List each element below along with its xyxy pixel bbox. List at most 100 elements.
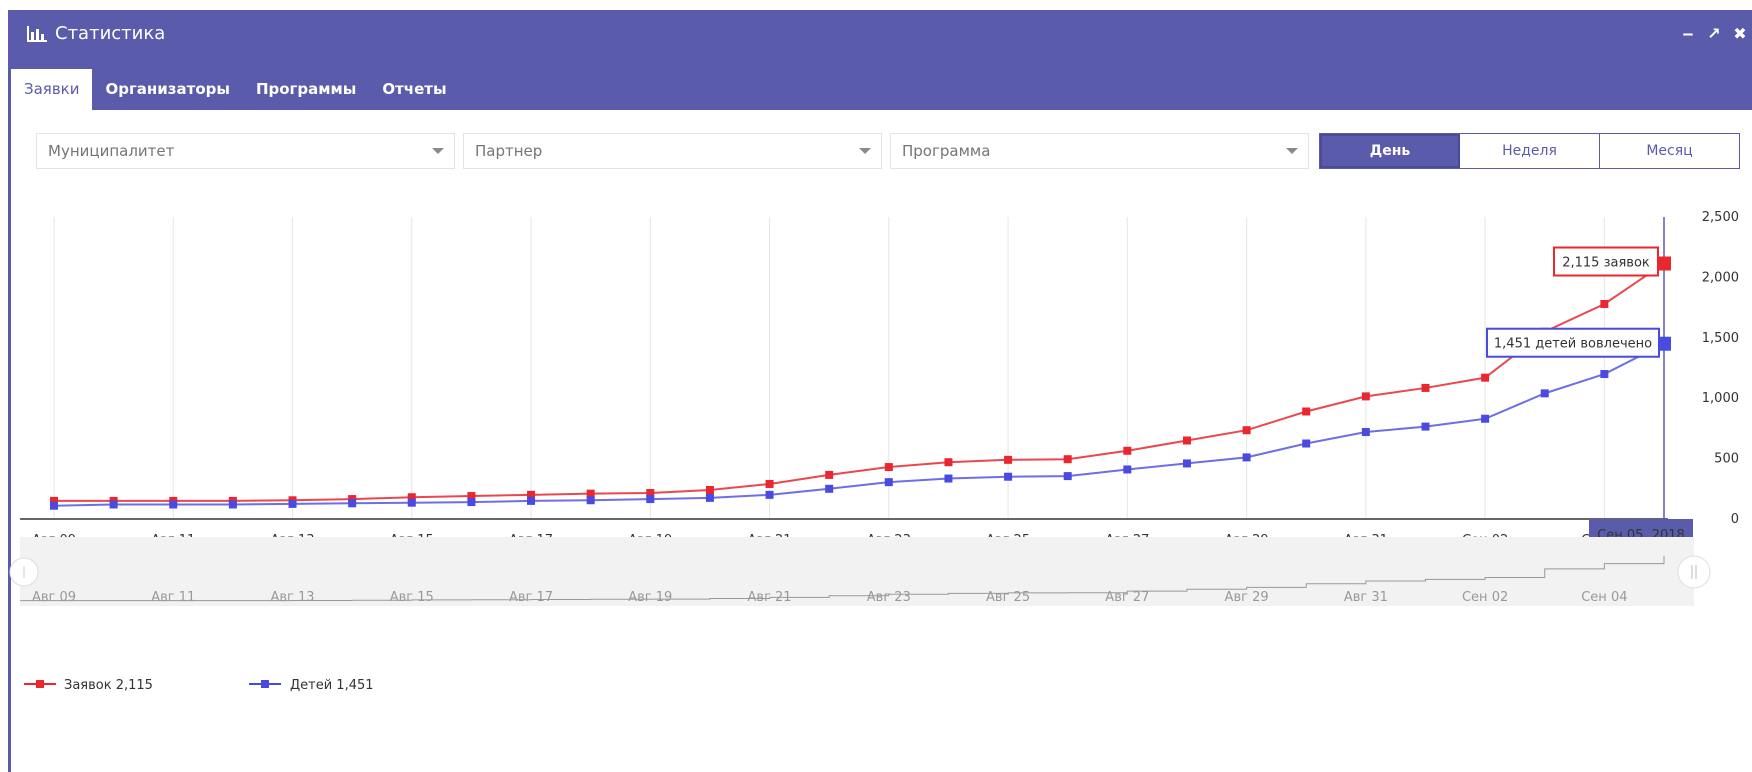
partner-placeholder: Партнер — [475, 142, 543, 160]
period-week-button[interactable]: Неделя — [1460, 134, 1600, 168]
series-point — [288, 499, 297, 508]
series-point — [705, 486, 714, 495]
tab-organizers[interactable]: Организаторы — [105, 80, 230, 98]
series-point — [1123, 465, 1132, 474]
window-controls: ‒ ↗ ✖ — [1680, 24, 1748, 43]
y-tick-label: 2,500 — [1702, 210, 1739, 225]
tab-bar: Заявки Организаторы Программы Отчеты — [11, 59, 460, 110]
y-tick-label: 2,000 — [1702, 270, 1739, 285]
series-point — [884, 463, 893, 472]
close-icon[interactable]: ✖ — [1733, 24, 1747, 43]
series-point — [527, 496, 536, 505]
tab-reports[interactable]: Отчеты — [382, 80, 447, 98]
navigator-tick-label: Авг 13 — [270, 590, 314, 605]
tab-requests[interactable]: Заявки — [11, 69, 93, 110]
series-point — [1481, 414, 1490, 423]
minimize-icon[interactable]: ‒ — [1682, 24, 1694, 43]
bar-chart-icon — [27, 25, 47, 42]
series-point — [109, 500, 118, 509]
y-tick-label: 500 — [1714, 452, 1739, 467]
series-point — [1004, 455, 1013, 464]
series-point — [1063, 455, 1072, 464]
series-point — [765, 479, 774, 488]
period-day-button[interactable]: День — [1320, 134, 1460, 168]
legend-requests-label: Заявок 2,115 — [64, 678, 153, 693]
series-point — [1182, 459, 1191, 468]
tooltip-children-box — [1486, 327, 1660, 358]
series-point — [467, 498, 476, 507]
period-switch: День Неделя Месяц — [1319, 133, 1740, 169]
municipality-placeholder: Муниципалитет — [48, 142, 175, 160]
highlight-point-children — [1657, 336, 1671, 351]
series-point — [1481, 373, 1490, 382]
navigator-tick-label: Авг 21 — [748, 590, 792, 605]
statistics-chart: 2,500 2,000 1,500 1,000 500 0 Авг 09 Авг 11 Авг … — [9, 210, 1739, 693]
navigator-tick-label: Авг 19 — [628, 590, 672, 605]
series-point — [50, 501, 58, 510]
series-point — [1123, 446, 1132, 455]
filter-bar: Муниципалитет Партнер Программа — [36, 133, 1309, 169]
legend-children-label: Детей 1,451 — [290, 678, 374, 693]
series-point — [1600, 370, 1609, 379]
navigator-tick-label: Авг 31 — [1344, 590, 1388, 605]
window-title-text: Статистика — [55, 23, 166, 44]
navigator-tick-label: Авг 15 — [390, 590, 434, 605]
series-point — [765, 490, 774, 499]
navigator-tick-label: Сен 04 — [1581, 590, 1627, 605]
navigator-tick-label: Сен 02 — [1462, 590, 1508, 605]
legend-requests-marker — [36, 680, 44, 688]
series-point — [884, 478, 893, 487]
series-point — [1421, 383, 1430, 392]
program-placeholder: Программа — [902, 142, 991, 160]
series-point — [1302, 439, 1311, 448]
tooltip-requests-box — [1553, 246, 1659, 277]
legend-children-marker — [261, 680, 269, 688]
y-tick-label: 1,500 — [1702, 331, 1739, 346]
series-point — [228, 500, 237, 509]
highlight-point-requests — [1657, 256, 1671, 271]
series-point — [944, 474, 953, 483]
tooltip-requests-text: 2,115 заявок — [1562, 256, 1650, 271]
navigator-tick-label: Авг 29 — [1225, 590, 1269, 605]
navigator-tick-label: Авг 23 — [867, 590, 911, 605]
tooltip-children-text: 1,451 детей вовлечено — [1494, 337, 1652, 352]
tab-programs[interactable]: Программы — [255, 80, 357, 98]
navigator-handle-right[interactable] — [1677, 555, 1711, 589]
program-select[interactable]: Программа — [890, 133, 1309, 169]
series-point — [1242, 453, 1251, 462]
series-point — [407, 498, 416, 507]
period-month-button[interactable]: Месяц — [1600, 134, 1739, 168]
partner-select[interactable]: Партнер — [463, 133, 882, 169]
series-point — [50, 496, 58, 505]
series-point — [348, 499, 357, 508]
series-point — [705, 493, 714, 502]
navigator-area — [20, 537, 1694, 606]
series-point — [467, 492, 476, 501]
series-point — [586, 489, 595, 498]
window-title: Статистика — [27, 23, 165, 44]
series-point — [527, 490, 536, 499]
series-point — [407, 493, 416, 502]
series-point — [1600, 299, 1609, 308]
series-point — [646, 495, 655, 504]
chevron-down-icon — [432, 148, 444, 154]
navigator-tick-label: Авг 27 — [1105, 590, 1149, 605]
series-point — [1182, 436, 1191, 445]
series-point — [1361, 428, 1370, 437]
y-tick-label: 1,000 — [1702, 391, 1739, 406]
y-tick-label: 0 — [1731, 512, 1739, 527]
compress-icon[interactable]: ↗ — [1707, 24, 1721, 43]
series-point — [825, 484, 834, 493]
navigator-tick-label: Авг 11 — [151, 590, 195, 605]
municipality-select[interactable]: Муниципалитет — [36, 133, 455, 169]
chevron-down-icon — [1286, 148, 1298, 154]
navigator-tick-label: Авг 25 — [986, 590, 1030, 605]
series-line-children — [53, 342, 1665, 507]
series-point — [169, 500, 178, 509]
series-point — [586, 496, 595, 505]
window-left-border — [8, 10, 11, 772]
navigator-tick-label: Авг 17 — [509, 590, 553, 605]
window-header: Статистика ‒ ↗ ✖ — [11, 10, 1752, 110]
series-point — [825, 470, 834, 479]
